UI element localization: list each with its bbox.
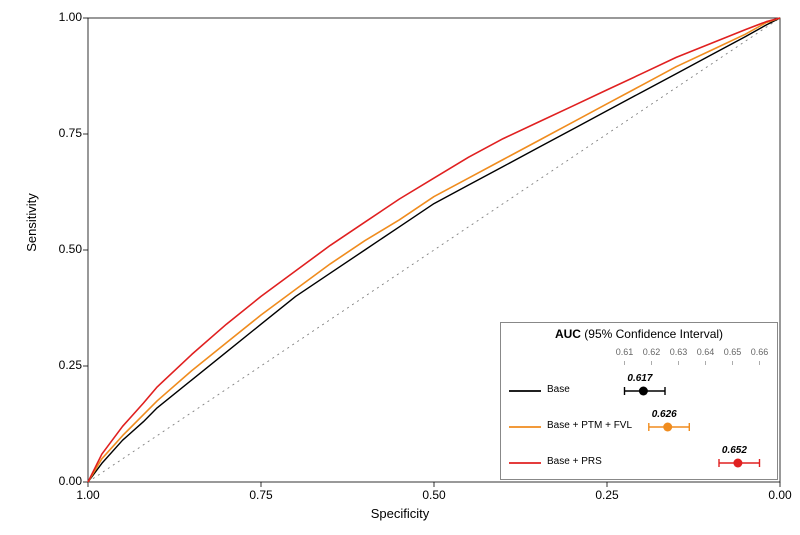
x-tick-label: 1.00: [68, 488, 108, 502]
y-tick-label: 0.75: [40, 126, 82, 140]
legend-auc-value: 0.617: [627, 373, 652, 384]
legend-mini-tick: 0.66: [748, 347, 772, 357]
roc-chart: Specificity Sensitivity 1.00 0.75 0.50 0.25…: [0, 0, 800, 530]
legend-mini-tick: 0.62: [640, 347, 664, 357]
x-tick-label: 0.50: [414, 488, 454, 502]
x-tick-label: 0.25: [587, 488, 627, 502]
legend-box: AUC (95% Confidence Interval) Base0.617B…: [500, 322, 778, 480]
x-axis-label: Specificity: [0, 506, 800, 521]
legend-mini-tick: 0.61: [613, 347, 637, 357]
legend-row-label: Base: [547, 384, 570, 395]
legend-auc-value: 0.626: [652, 409, 677, 420]
legend-row-label: Base + PRS: [547, 456, 602, 467]
legend-auc-value: 0.652: [722, 445, 747, 456]
legend-mini-tick: 0.63: [667, 347, 691, 357]
legend-mini-tick: 0.65: [721, 347, 745, 357]
legend-row-label: Base + PTM + FVL: [547, 420, 632, 431]
x-tick-label: 0.75: [241, 488, 281, 502]
legend-mini-tick: 0.64: [694, 347, 718, 357]
y-tick-label: 0.50: [40, 242, 82, 256]
y-axis-label: Sensitivity: [24, 123, 39, 323]
y-tick-label: 0.00: [40, 474, 82, 488]
y-tick-label: 0.25: [40, 358, 82, 372]
y-tick-label: 1.00: [40, 10, 82, 24]
x-tick-label: 0.00: [760, 488, 800, 502]
